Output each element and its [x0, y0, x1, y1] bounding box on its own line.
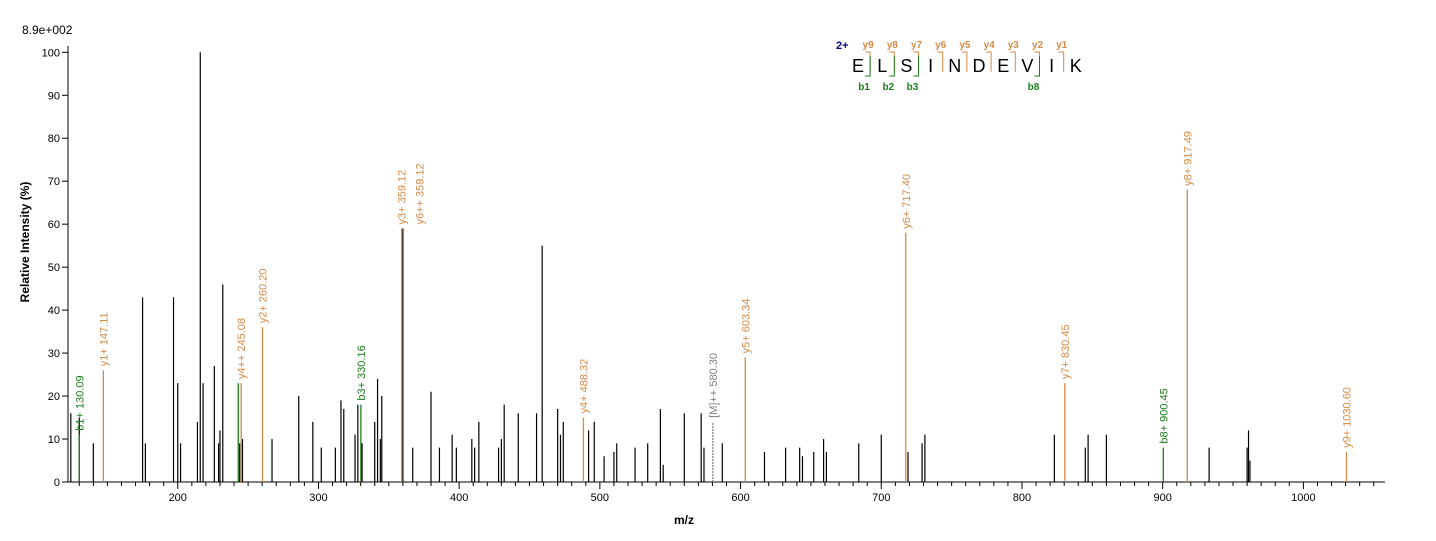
y-ion-bracket — [913, 51, 919, 72]
x-tick-label: 600 — [731, 492, 749, 504]
y-tick-label: 20 — [48, 391, 60, 403]
y-ion-bracket — [1058, 51, 1065, 72]
max-intensity-label: 8.9e+002 — [22, 23, 73, 37]
y-ion-bracket — [1034, 51, 1040, 72]
sequence-residue: K — [1070, 56, 1082, 76]
y-tick-label: 70 — [48, 176, 60, 188]
y-tick-label: 10 — [48, 434, 60, 446]
b-ion-label: b2 — [882, 82, 894, 93]
sequence-residue: I — [1049, 56, 1054, 76]
x-tick-label: 500 — [591, 492, 609, 504]
y-ion-bracket — [1010, 51, 1016, 72]
y-tick-label: 30 — [48, 348, 60, 360]
peak-label: y2+ 260.20 — [257, 269, 269, 324]
y-ion-label: y6 — [935, 40, 947, 51]
y-ion-bracket — [986, 51, 992, 72]
peak-label: b8+ 900.45 — [1158, 388, 1170, 443]
peak-label: y8+ 917.49 — [1182, 131, 1194, 186]
y-ion-label: y2 — [1032, 40, 1044, 51]
sequence-residue: I — [928, 56, 933, 76]
y-tick-label: 40 — [48, 305, 60, 317]
y-ion-bracket — [937, 51, 944, 72]
y-ion-bracket — [961, 51, 968, 72]
y-ion-label: y4 — [984, 40, 996, 51]
x-tick-label: 700 — [872, 492, 890, 504]
x-tick-label: 1000 — [1291, 492, 1315, 504]
sequence-residue: E — [997, 56, 1009, 76]
sequence-residue: V — [1021, 56, 1033, 76]
peak-label: y7+ 830.45 — [1060, 324, 1072, 379]
b-ion-label: b8 — [1028, 82, 1040, 93]
peaks — [70, 52, 1251, 482]
sequence-residue: D — [973, 56, 986, 76]
sequence-residue: E — [852, 56, 864, 76]
peak-label: y4+ 488.32 — [578, 359, 590, 414]
y-ion-bracket — [889, 51, 895, 72]
x-tick-label: 200 — [169, 492, 187, 504]
peak-label: b3+ 330.16 — [356, 345, 368, 400]
b-ion-bracket — [913, 56, 919, 77]
peak-label: y1+ 147.11 — [98, 312, 110, 366]
y-ion-label: y1 — [1056, 40, 1068, 51]
b-ion-bracket — [1034, 56, 1040, 77]
y-tick-label: 90 — [48, 90, 60, 102]
b-ion-label: b3 — [907, 82, 919, 93]
b-ion-bracket — [889, 56, 895, 77]
peak-label: [M]++ 580.30 — [708, 353, 720, 418]
y-axis-title: Relative Intensity (%) — [18, 182, 32, 303]
peak-label: y5+ 603.34 — [740, 299, 752, 354]
sequence-residue: N — [948, 56, 961, 76]
y-ion-label: y9 — [863, 40, 875, 51]
y-tick-label: 80 — [48, 133, 60, 145]
x-axis-title: m/z — [674, 513, 694, 527]
b-ion-label: b1 — [858, 82, 870, 93]
peak-label: y9+ 1030.60 — [1341, 387, 1353, 448]
y-ion-label: y5 — [959, 40, 971, 51]
x-tick-label: 800 — [1013, 492, 1031, 504]
peak-label: y6+ 717.40 — [901, 174, 913, 229]
peak-label: y3+ 359.12 — [397, 170, 409, 225]
x-tick-label: 400 — [450, 492, 468, 504]
peak-label: y4++ 245.08 — [236, 318, 248, 379]
x-tick-label: 300 — [309, 492, 327, 504]
y-ion-bracket — [865, 51, 871, 72]
sequence-residue: L — [877, 56, 887, 76]
sequence-residue: S — [900, 56, 912, 76]
y-tick-label: 0 — [54, 477, 60, 489]
b-ion-bracket — [865, 56, 871, 77]
axes: 0 10 20 30 40 50 60 70 80 90 100 200 300 400 500 600 700… — [42, 46, 1385, 504]
y-tick-label: 60 — [48, 219, 60, 231]
peak-label: b1+ 130.09 — [74, 375, 86, 430]
x-tick-label: 900 — [1154, 492, 1172, 504]
y-ion-label: y7 — [911, 40, 923, 51]
peak-label: y6++ 359.12 — [415, 163, 427, 224]
y-tick-label: 100 — [42, 47, 60, 59]
y-ion-label: y8 — [887, 40, 899, 51]
y-tick-label: 50 — [48, 262, 60, 274]
y-ion-label: y3 — [1008, 40, 1020, 51]
charge-label: 2+ — [836, 40, 849, 52]
annotated-peaks: b1+ 130.09 y1+ 147.11 y4++ 245.08 y2+ 260.2… — [74, 131, 1353, 482]
